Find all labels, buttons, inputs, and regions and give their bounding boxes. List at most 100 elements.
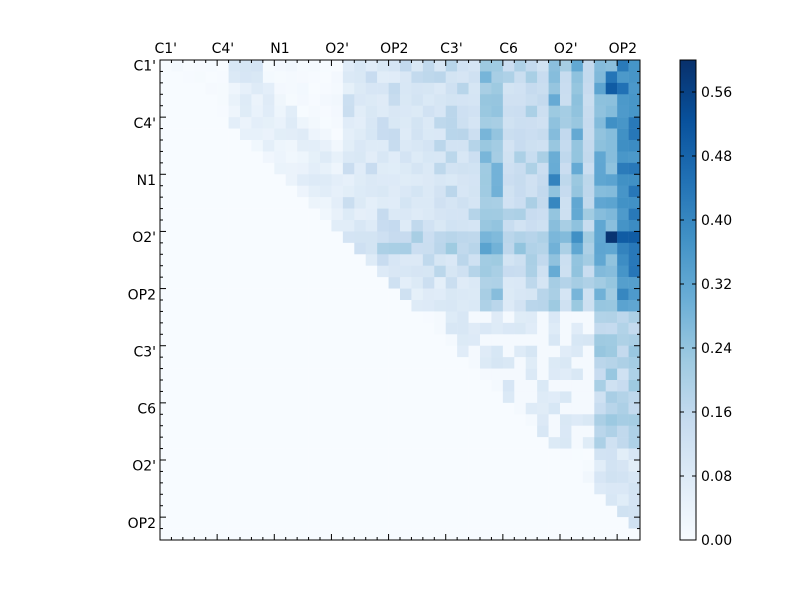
heatmap-cell (365, 517, 378, 529)
heatmap-cell (377, 128, 389, 141)
heatmap-cell (285, 528, 298, 541)
heatmap-cell (411, 254, 424, 266)
heatmap-cell (594, 517, 606, 529)
heatmap-cell (628, 71, 641, 84)
heatmap-cell (285, 197, 298, 209)
heatmap-cell (560, 197, 572, 209)
heatmap-cell (377, 151, 389, 164)
heatmap-cell (194, 117, 206, 129)
heatmap-cell (297, 242, 309, 255)
heatmap-cell (594, 448, 606, 461)
heatmap-cell (582, 345, 595, 358)
heatmap-cell (411, 357, 424, 369)
heatmap-cell (388, 300, 401, 312)
heatmap-cell (240, 437, 252, 449)
heatmap-cell (228, 528, 241, 541)
heatmap-cell (502, 311, 515, 324)
heatmap-cell (628, 357, 641, 369)
heatmap-cell (502, 368, 515, 381)
heatmap-cell (320, 380, 332, 392)
heatmap-cell (582, 277, 595, 289)
heatmap-cell (548, 117, 561, 129)
heatmap-cell (308, 414, 321, 426)
heatmap-cell (514, 242, 526, 255)
heatmap-cell (251, 231, 264, 244)
heatmap-cell (560, 357, 572, 369)
heatmap-cell (228, 140, 241, 152)
heatmap-cell (320, 105, 332, 118)
heatmap-cell (411, 402, 424, 415)
heatmap-cell (365, 254, 378, 266)
heatmap-cell (571, 94, 584, 106)
heatmap-cell (354, 380, 366, 392)
heatmap-cell (434, 402, 446, 415)
heatmap-cell (240, 460, 252, 472)
heatmap-cell (342, 448, 355, 461)
heatmap-cell (228, 71, 241, 84)
heatmap-cell (354, 517, 366, 529)
heatmap-cell (342, 162, 355, 175)
heatmap-cell (342, 208, 355, 221)
heatmap-cell (514, 448, 526, 461)
heatmap-cell (400, 105, 412, 118)
heatmap-cell (560, 117, 572, 129)
heatmap-cell (548, 220, 561, 232)
heatmap-cell (605, 151, 618, 164)
heatmap-cell (628, 311, 641, 324)
heatmap-cell (262, 174, 275, 186)
heatmap-cell (422, 220, 435, 232)
heatmap-cell (331, 437, 344, 449)
heatmap-cell (274, 334, 286, 346)
heatmap-cell (422, 391, 435, 404)
heatmap-cell (548, 414, 561, 426)
heatmap-cell (194, 231, 206, 244)
heatmap-cell (285, 482, 298, 495)
heatmap-cell (297, 494, 309, 506)
heatmap-cell (560, 334, 572, 346)
heatmap-cell (228, 128, 241, 141)
heatmap-cell (217, 460, 229, 472)
heatmap-cell (228, 391, 241, 404)
heatmap-cell (228, 437, 241, 449)
heatmap-cell (182, 345, 195, 358)
heatmap-cell (582, 368, 595, 381)
heatmap-cell (205, 311, 218, 324)
heatmap-cell (480, 60, 492, 72)
heatmap-cell (342, 334, 355, 346)
heatmap-cell (445, 311, 458, 324)
heatmap-cell (388, 471, 401, 484)
heatmap-cell (354, 368, 366, 381)
heatmap-cell (251, 128, 264, 141)
heatmap-cell (331, 402, 344, 415)
x-tick-label: N1 (270, 41, 289, 57)
heatmap-cell (468, 197, 481, 209)
heatmap-cell (502, 334, 515, 346)
heatmap-cell (617, 528, 629, 541)
heatmap-cell (262, 357, 275, 369)
heatmap-cell (422, 208, 435, 221)
heatmap-cell (468, 94, 481, 106)
heatmap-cell (228, 60, 241, 72)
heatmap-cell (582, 471, 595, 484)
heatmap-cell (205, 368, 218, 381)
heatmap-cell (434, 448, 446, 461)
heatmap-cell (388, 322, 401, 335)
heatmap-cell (240, 414, 252, 426)
heatmap-cell (434, 242, 446, 255)
heatmap-cell (617, 380, 629, 392)
heatmap-cell (240, 242, 252, 255)
heatmap-cell (445, 414, 458, 426)
heatmap-cell (262, 71, 275, 84)
heatmap-cell (514, 265, 526, 278)
heatmap-cell (217, 494, 229, 506)
heatmap-cell (365, 265, 378, 278)
heatmap-cell (400, 517, 412, 529)
heatmap-cell (457, 162, 469, 175)
heatmap-cell (354, 117, 366, 129)
heatmap-cell (434, 368, 446, 381)
heatmap-cell (457, 471, 469, 484)
heatmap-cell (582, 414, 595, 426)
heatmap-cell (525, 117, 538, 129)
heatmap-cell (605, 128, 618, 141)
heatmap-cell (182, 357, 195, 369)
